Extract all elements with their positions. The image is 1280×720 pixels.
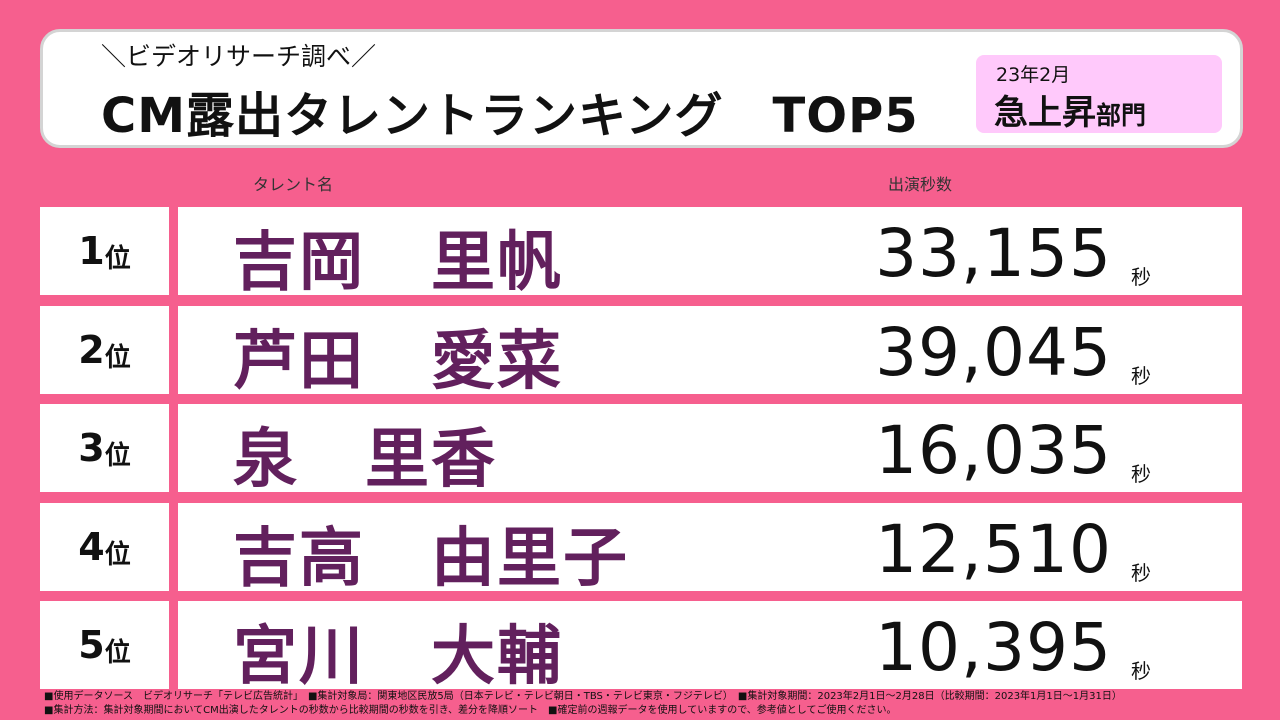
table-row: 吉高 由里子 12,510 秒 [178,503,1242,596]
table-row: 芦田 愛菜 39,045 秒 [178,306,1242,399]
table-row: 吉岡 里帆 33,155 秒 [178,207,1242,300]
talent-name: 芦田 愛菜 [233,325,563,399]
badge-suffix-text: 部門 [1096,101,1147,130]
talent-name: 吉岡 里帆 [233,226,563,300]
rank-number: 2 [78,328,105,372]
column-label-value: 出演秒数 [888,175,953,194]
rank-number: 5 [78,623,105,667]
page-title: CM露出タレントランキング TOP5 [101,88,919,144]
rank-suffix: 位 [104,637,131,668]
talent-name: 宮川 大輔 [233,620,563,694]
badge-main-text: 急上昇 [994,93,1096,133]
footnote-line-1: ■使用データソース ビデオリサーチ「テレビ広告統計」 ■集計対象局：関東地区民放… [44,691,1122,702]
talent-name: 泉 里香 [233,423,497,497]
footnote-line-2: ■集計方法：集計対象期間においてCM出演したタレントの秒数から比較期間の秒数を引… [44,705,897,716]
badge-label: 急上昇部門 [994,85,1146,134]
seconds-value: 39,045 [875,314,1112,391]
rank-suffix: 位 [104,243,131,274]
badge-date: 23年2月 [996,64,1071,86]
table-row: 泉 里香 16,035 秒 [178,404,1242,497]
seconds-value: 10,395 [875,609,1112,686]
seconds-value: 12,510 [875,511,1112,588]
seconds-unit: 秒 [1131,265,1151,289]
talent-name: 吉高 由里子 [233,522,629,596]
subtitle: ＼ビデオリサーチ調べ／ [101,42,377,71]
rank-number: 3 [78,426,105,470]
rank-number: 1 [78,229,105,273]
column-label-name: タレント名 [253,175,334,194]
seconds-value: 33,155 [875,215,1112,292]
rank-suffix: 位 [104,440,131,471]
header-panel: ＼ビデオリサーチ調べ／ CM露出タレントランキング TOP5 23年2月 急上昇… [40,29,1243,148]
seconds-unit: 秒 [1131,364,1151,388]
seconds-unit: 秒 [1131,659,1151,683]
rank-number: 4 [78,525,105,569]
table-row: 宮川 大輔 10,395 秒 [178,601,1242,694]
seconds-unit: 秒 [1131,462,1151,486]
seconds-value: 16,035 [875,412,1112,489]
rank-suffix: 位 [104,342,131,373]
rank-suffix: 位 [104,539,131,570]
category-badge: 23年2月 急上昇部門 [976,55,1222,133]
seconds-unit: 秒 [1131,561,1151,585]
footnote: ■使用データソース ビデオリサーチ「テレビ広告統計」 ■集計対象局：関東地区民放… [44,690,1122,718]
